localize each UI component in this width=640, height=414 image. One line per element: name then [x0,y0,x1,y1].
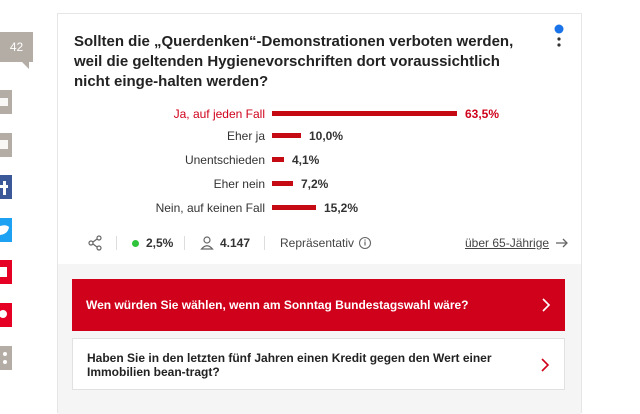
comment-icon [0,133,12,157]
pinterest-icon [0,303,12,327]
divider [116,236,117,250]
answer-percent: 63,5% [465,107,500,121]
answer-label: Eher nein [213,177,265,191]
share-icon [88,235,102,251]
print-button[interactable] [0,90,12,114]
info-icon [358,236,372,250]
answer-percent: 10,0% [309,129,344,143]
poll-menu-button[interactable] [553,24,567,52]
answer-percent: 4,1% [292,153,320,167]
share-rail: 42 [0,0,40,402]
related-poll-link[interactable]: Wen würden Sie wählen, wenn am Sonntag B… [72,279,565,331]
related-poll-title: Wen würden Sie wählen, wenn am Sonntag B… [86,298,469,312]
share-button[interactable] [88,232,102,254]
answer-bar [272,133,301,138]
chevron-right-icon [541,297,551,313]
flipboard-share-button[interactable] [0,260,12,284]
arrow-right-icon[interactable] [555,232,569,254]
related-poll-link[interactable]: Haben Sie in den letzten fünf Jahren ein… [72,338,565,390]
answer-bar [272,181,293,186]
chevron-right-icon [540,357,550,373]
poll-answer-row: Ja, auf jeden Fall 63,5% [58,103,583,125]
participants-icon-wrap [200,232,214,254]
answer-percent: 7,2% [301,177,329,191]
divider [184,236,185,250]
poll-stats-bar: 2,5% 4.147 Repräsentativ über 65-Jährige [74,232,569,254]
related-poll-title: Haben Sie in den letzten fünf Jahren ein… [87,351,492,379]
answer-percent: 15,2% [324,201,359,215]
twitter-share-button[interactable] [0,218,12,242]
pinterest-share-button[interactable] [0,303,12,327]
participant-count: 4.147 [220,236,251,250]
answer-label: Ja, auf jeden Fall [173,107,265,121]
person-icon [200,236,214,250]
facebook-icon [0,175,12,199]
more-share-button[interactable] [0,346,12,370]
share-count-badge: 42 [0,32,33,69]
poll-card: Sollten die „Querdenken“-Demonstrationen… [57,13,583,414]
info-button[interactable] [358,232,372,254]
answer-label: Nein, auf keinen Fall [155,201,265,215]
poll-answer-row: Eher nein 7,2% [58,173,583,195]
answer-label: Unentschieden [184,153,265,167]
share-more-icon [0,346,12,370]
filter-link[interactable]: über 65-Jährige [465,236,550,250]
more-options-icon [554,24,564,47]
answer-label: Eher ja [226,129,265,143]
comment-button[interactable] [0,133,12,157]
answer-bar [272,111,457,116]
poll-answer-row: Unentschieden 4,1% [58,149,583,171]
answer-bar [272,205,316,210]
representative-label: Repräsentativ [280,236,355,250]
poll-answer-row: Eher ja 10,0% [58,125,583,147]
poll-question: Sollten die „Querdenken“-Demonstrationen… [74,33,514,90]
flipboard-icon [0,260,12,284]
error-margin: 2,5% [146,236,174,250]
print-icon [0,90,12,114]
twitter-icon [0,218,12,242]
status-dot-icon [132,240,139,247]
answer-bar [272,157,284,162]
poll-answer-row: Nein, auf keinen Fall 15,2% [58,197,583,219]
divider [264,236,265,250]
facebook-share-button[interactable] [0,175,12,199]
